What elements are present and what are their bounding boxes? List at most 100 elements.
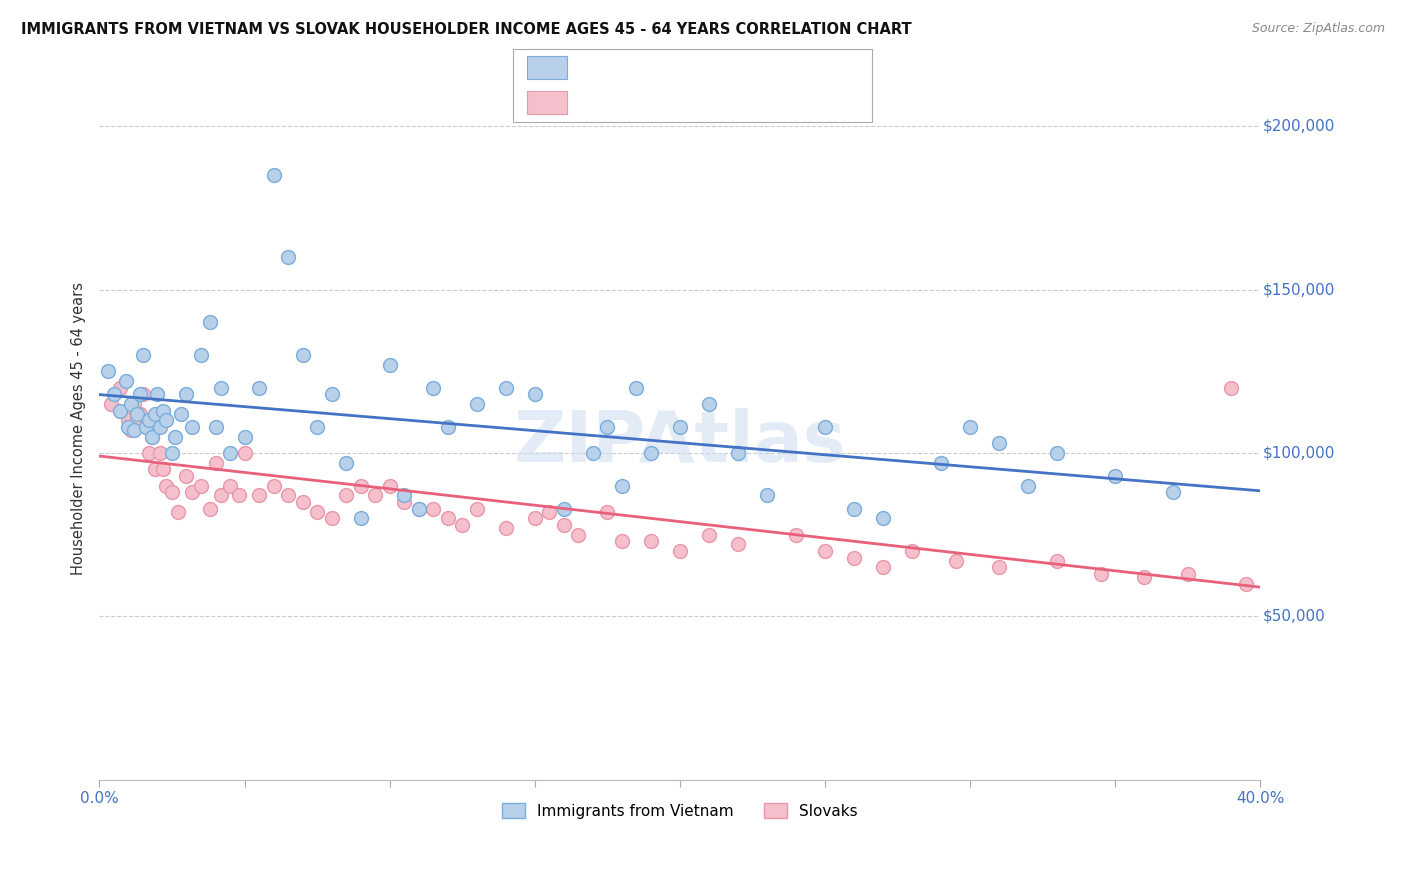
Point [160, 485, 183, 500]
Point [307, 420, 329, 434]
Point [155, 478, 177, 492]
Text: N =: N = [679, 61, 713, 75]
Point [103, 387, 125, 401]
Point [640, 446, 662, 460]
Point [582, 446, 605, 460]
Point [100, 397, 122, 411]
Point [929, 456, 952, 470]
Point [392, 495, 415, 509]
Point [364, 488, 387, 502]
Point [436, 420, 458, 434]
Point [495, 381, 517, 395]
Point [1046, 446, 1069, 460]
Point [122, 423, 145, 437]
Point [408, 501, 430, 516]
Point [945, 554, 967, 568]
Point [727, 446, 749, 460]
Point [117, 420, 139, 434]
Point [108, 381, 131, 395]
Point [190, 478, 212, 492]
Point [596, 420, 619, 434]
Point [610, 534, 633, 549]
Y-axis label: Householder Income Ages 45 - 64 years: Householder Income Ages 45 - 64 years [72, 282, 86, 575]
Point [155, 413, 177, 427]
Point [127, 407, 149, 421]
Point [697, 527, 720, 541]
Point [842, 501, 865, 516]
Point [1133, 570, 1156, 584]
Point [1177, 566, 1199, 581]
Point [495, 521, 517, 535]
Point [149, 420, 172, 434]
Point [567, 527, 589, 541]
Point [219, 478, 242, 492]
Point [640, 534, 662, 549]
Point [181, 485, 204, 500]
Point [247, 488, 270, 502]
Point [321, 511, 343, 525]
Text: R =: R = [574, 61, 607, 75]
Point [596, 505, 619, 519]
Point [152, 403, 174, 417]
Point [307, 505, 329, 519]
Text: Source: ZipAtlas.com: Source: ZipAtlas.com [1251, 22, 1385, 36]
Point [209, 381, 232, 395]
Text: IMMIGRANTS FROM VIETNAM VS SLOVAK HOUSEHOLDER INCOME AGES 45 - 64 YEARS CORRELAT: IMMIGRANTS FROM VIETNAM VS SLOVAK HOUSEH… [21, 22, 911, 37]
Point [277, 250, 299, 264]
Point [378, 478, 401, 492]
Point [626, 381, 648, 395]
Point [132, 387, 155, 401]
Point [901, 544, 924, 558]
Point [108, 403, 131, 417]
Point [219, 446, 242, 460]
Point [1090, 566, 1112, 581]
Text: $100,000: $100,000 [1263, 445, 1334, 460]
Point [349, 511, 371, 525]
Text: $50,000: $50,000 [1263, 609, 1326, 624]
Text: R =: R = [574, 95, 607, 110]
Point [152, 462, 174, 476]
Point [610, 478, 633, 492]
Point [538, 505, 561, 519]
Point [228, 488, 250, 502]
Point [523, 387, 546, 401]
Text: 68: 68 [714, 95, 735, 110]
Point [814, 544, 837, 558]
Point [727, 537, 749, 551]
Point [465, 501, 488, 516]
Point [392, 488, 415, 502]
Point [129, 387, 152, 401]
Point [842, 550, 865, 565]
Text: 65: 65 [714, 61, 735, 75]
Point [814, 420, 837, 434]
Text: ZIPAtlas: ZIPAtlas [513, 408, 846, 477]
Point [198, 315, 221, 329]
Point [669, 420, 692, 434]
Point [247, 381, 270, 395]
Point [422, 501, 444, 516]
Point [143, 407, 166, 421]
Point [176, 387, 198, 401]
Point [138, 413, 160, 427]
Point [181, 420, 204, 434]
Point [146, 420, 169, 434]
Text: N =: N = [679, 95, 713, 110]
Point [1017, 478, 1039, 492]
Point [160, 446, 183, 460]
Point [149, 446, 172, 460]
Point [141, 430, 163, 444]
Point [190, 348, 212, 362]
Point [785, 527, 807, 541]
Point [143, 462, 166, 476]
Point [233, 430, 256, 444]
Point [872, 511, 894, 525]
Point [263, 478, 285, 492]
Point [988, 560, 1011, 574]
Point [117, 413, 139, 427]
Point [176, 468, 198, 483]
Point [378, 358, 401, 372]
Point [1161, 485, 1184, 500]
Point [204, 420, 226, 434]
Point [553, 501, 575, 516]
Point [146, 387, 169, 401]
